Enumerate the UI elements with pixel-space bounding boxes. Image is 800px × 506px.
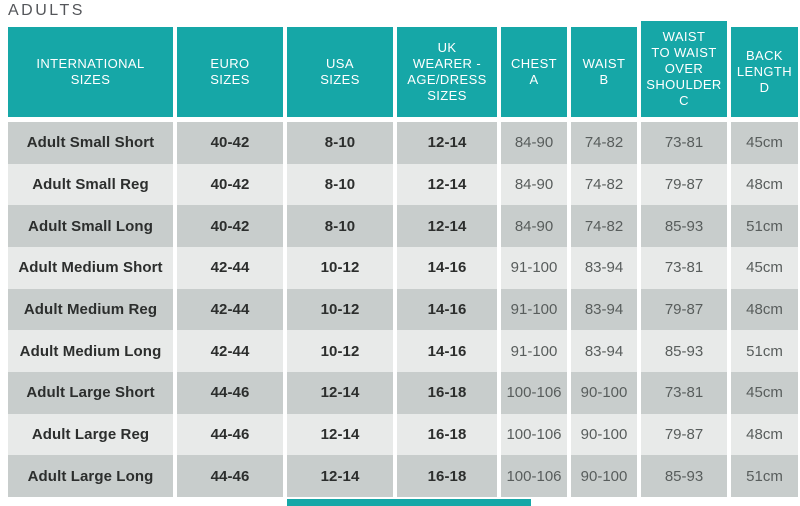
cell-euro: 42-44 xyxy=(177,330,283,372)
row-label: Adult Small Reg xyxy=(8,163,173,206)
cell-waist_to_waist: 85-93 xyxy=(641,455,727,497)
cell-chest: 84-90 xyxy=(501,163,567,206)
cell-waist: 83-94 xyxy=(571,330,637,372)
cell-uk: 16-18 xyxy=(397,413,497,456)
header-cell-waist_to_waist: WAIST TO WAIST OVER SHOULDER C xyxy=(641,21,727,117)
header-cell-euro: EURO SIZES xyxy=(177,27,283,117)
cell-chest: 100-106 xyxy=(501,413,567,456)
header-cell-chest: CHEST A xyxy=(501,27,567,117)
header-cell-usa: USA SIZES xyxy=(287,27,393,117)
header-cell-uk: UK WEARER - AGE/DRESS SIZES xyxy=(397,27,497,117)
header-cell-back_length: BACK LENGTH D xyxy=(731,27,798,117)
cell-waist: 74-82 xyxy=(571,163,637,206)
cell-chest: 91-100 xyxy=(501,288,567,331)
row-label: Adult Medium Long xyxy=(8,330,173,372)
table-header-row: INTERNATIONAL SIZES EURO SIZES USA SIZES UK… xyxy=(8,0,798,117)
cell-euro: 42-44 xyxy=(177,246,283,289)
cell-waist_to_waist: 79-87 xyxy=(641,163,727,206)
table-body: Adult Small Short 40-42 8-10 12-14 84-90 74-8… xyxy=(8,122,798,497)
cell-waist_to_waist: 85-93 xyxy=(641,205,727,247)
cell-usa: 8-10 xyxy=(287,163,393,206)
cell-chest: 84-90 xyxy=(501,205,567,247)
cell-usa: 12-14 xyxy=(287,455,393,497)
cell-chest: 84-90 xyxy=(501,122,567,164)
cell-back_length: 45cm xyxy=(731,371,798,414)
cell-euro: 44-46 xyxy=(177,455,283,497)
cell-chest: 100-106 xyxy=(501,455,567,497)
cell-back_length: 45cm xyxy=(731,122,798,164)
header-cell-international: INTERNATIONAL SIZES xyxy=(8,27,173,117)
table-row: Adult Large Reg 44-46 12-14 16-18 100-106 90-… xyxy=(8,413,798,456)
cell-usa: 10-12 xyxy=(287,288,393,331)
cell-back_length: 51cm xyxy=(731,205,798,247)
cell-uk: 16-18 xyxy=(397,371,497,414)
cell-euro: 42-44 xyxy=(177,288,283,331)
cell-euro: 40-42 xyxy=(177,163,283,206)
cell-waist: 83-94 xyxy=(571,246,637,289)
cell-chest: 91-100 xyxy=(501,330,567,372)
cell-back_length: 51cm xyxy=(731,455,798,497)
cell-uk: 12-14 xyxy=(397,122,497,164)
cell-chest: 91-100 xyxy=(501,246,567,289)
table-row: Adult Medium Long 42-44 10-12 14-16 91-100 83… xyxy=(8,330,798,372)
cell-uk: 14-16 xyxy=(397,246,497,289)
cell-euro: 44-46 xyxy=(177,413,283,456)
table-row: Adult Large Short 44-46 12-14 16-18 100-106 9… xyxy=(8,371,798,414)
cell-chest: 100-106 xyxy=(501,371,567,414)
row-label: Adult Small Short xyxy=(8,122,173,164)
cell-usa: 12-14 xyxy=(287,371,393,414)
header-cell-waist: WAIST B xyxy=(571,27,637,117)
cell-usa: 8-10 xyxy=(287,205,393,247)
cell-back_length: 48cm xyxy=(731,163,798,206)
cell-back_length: 51cm xyxy=(731,330,798,372)
cell-back_length: 45cm xyxy=(731,246,798,289)
row-label: Adult Small Long xyxy=(8,205,173,247)
table-row: Adult Small Reg 40-42 8-10 12-14 84-90 74-82 7… xyxy=(8,163,798,206)
table-row: Adult Medium Reg 42-44 10-12 14-16 91-100 83-… xyxy=(8,288,798,331)
cell-euro: 44-46 xyxy=(177,371,283,414)
cell-usa: 12-14 xyxy=(287,413,393,456)
cell-waist: 74-82 xyxy=(571,205,637,247)
row-label: Adult Large Short xyxy=(8,371,173,414)
page-title: ADULTS xyxy=(8,2,85,19)
cell-waist_to_waist: 73-81 xyxy=(641,371,727,414)
table-row: Adult Small Short 40-42 8-10 12-14 84-90 74-8… xyxy=(8,122,798,164)
row-label: Adult Large Long xyxy=(8,455,173,497)
row-label: Adult Medium Reg xyxy=(8,288,173,331)
table-row: Adult Small Long 40-42 8-10 12-14 84-90 74-82… xyxy=(8,205,798,247)
cell-waist_to_waist: 79-87 xyxy=(641,288,727,331)
cell-usa: 10-12 xyxy=(287,330,393,372)
cell-back_length: 48cm xyxy=(731,413,798,456)
table-row: Adult Medium Short 42-44 10-12 14-16 91-100 8… xyxy=(8,246,798,289)
cell-waist: 90-100 xyxy=(571,455,637,497)
cell-uk: 14-16 xyxy=(397,288,497,331)
cell-uk: 14-16 xyxy=(397,330,497,372)
cell-waist_to_waist: 73-81 xyxy=(641,122,727,164)
cell-euro: 40-42 xyxy=(177,205,283,247)
cell-usa: 8-10 xyxy=(287,122,393,164)
cell-waist_to_waist: 85-93 xyxy=(641,330,727,372)
cell-uk: 12-14 xyxy=(397,205,497,247)
cell-waist: 90-100 xyxy=(571,371,637,414)
row-label: Adult Large Reg xyxy=(8,413,173,456)
cell-uk: 12-14 xyxy=(397,163,497,206)
cell-euro: 40-42 xyxy=(177,122,283,164)
cell-usa: 10-12 xyxy=(287,246,393,289)
bottom-accent-bar xyxy=(287,499,531,506)
cell-waist: 83-94 xyxy=(571,288,637,331)
row-label: Adult Medium Short xyxy=(8,246,173,289)
cell-waist_to_waist: 79-87 xyxy=(641,413,727,456)
cell-waist: 74-82 xyxy=(571,122,637,164)
cell-waist: 90-100 xyxy=(571,413,637,456)
cell-back_length: 48cm xyxy=(731,288,798,331)
table-row: Adult Large Long 44-46 12-14 16-18 100-106 90… xyxy=(8,455,798,497)
cell-waist_to_waist: 73-81 xyxy=(641,246,727,289)
cell-uk: 16-18 xyxy=(397,455,497,497)
